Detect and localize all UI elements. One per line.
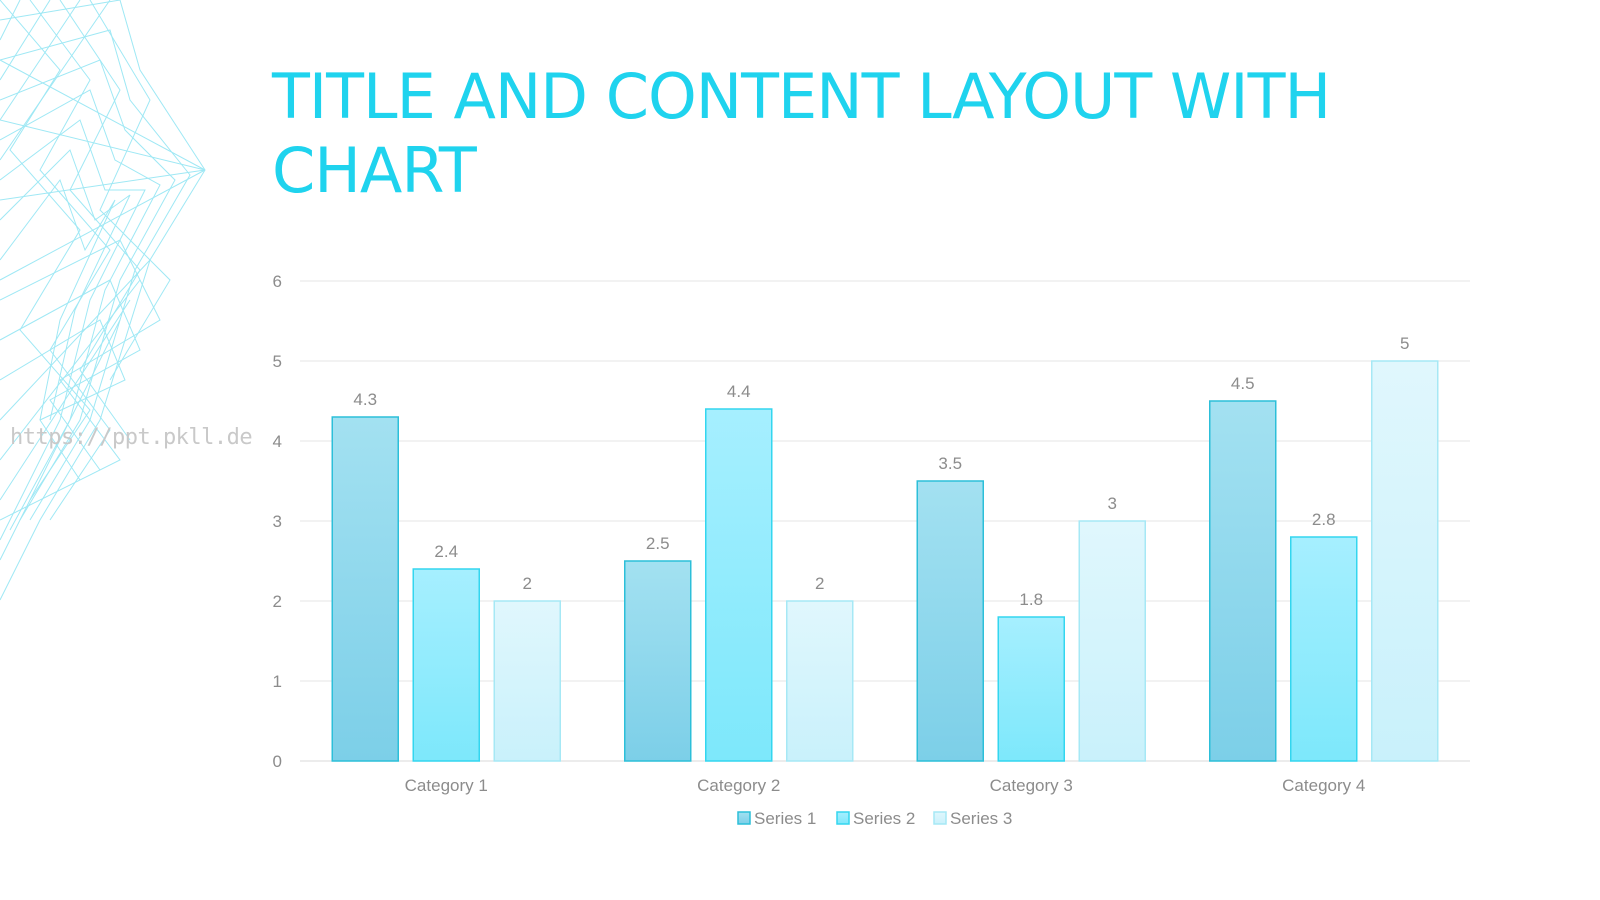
data-label: 3 bbox=[1108, 494, 1117, 513]
legend-swatch bbox=[737, 811, 751, 825]
legend-label: Series 2 bbox=[853, 809, 915, 828]
chart-legend: Series 1 Series 2 Series 3 bbox=[737, 809, 1012, 828]
data-label: 4.3 bbox=[353, 390, 377, 409]
watermark-text: https://ppt.pkll.de bbox=[10, 425, 253, 450]
category-label: Category 1 bbox=[405, 776, 488, 795]
bar bbox=[624, 560, 692, 762]
legend-swatch bbox=[933, 811, 947, 825]
legend-swatch bbox=[836, 811, 850, 825]
legend-label: Series 1 bbox=[754, 809, 816, 828]
y-tick-label: 5 bbox=[273, 352, 282, 371]
data-label: 2.4 bbox=[434, 542, 458, 561]
chart-labels: 0 1 2 3 4 5 6 4.3 2.4 2 Category 1 2.5 4.4 2 Category … bbox=[273, 272, 1410, 795]
data-label: 2.8 bbox=[1312, 510, 1336, 529]
data-label: 2 bbox=[523, 574, 532, 593]
bar bbox=[493, 600, 561, 762]
bar bbox=[331, 416, 399, 762]
data-label: 4.5 bbox=[1231, 374, 1255, 393]
data-label: 5 bbox=[1400, 334, 1409, 353]
bar bbox=[997, 616, 1065, 762]
bar bbox=[1209, 400, 1277, 762]
category-label: Category 4 bbox=[1282, 776, 1365, 795]
category-label: Category 2 bbox=[697, 776, 780, 795]
bar bbox=[705, 408, 773, 762]
legend-label: Series 3 bbox=[950, 809, 1012, 828]
data-label: 4.4 bbox=[727, 382, 751, 401]
y-tick-label: 0 bbox=[273, 752, 282, 771]
y-tick-label: 6 bbox=[273, 272, 282, 291]
data-label: 1.8 bbox=[1019, 590, 1043, 609]
bar bbox=[1078, 520, 1146, 762]
bar bbox=[786, 600, 854, 762]
bar bbox=[412, 568, 480, 762]
bar bbox=[916, 480, 984, 762]
data-label: 3.5 bbox=[938, 454, 962, 473]
chart-bars bbox=[331, 360, 1439, 762]
bar bbox=[1290, 536, 1358, 762]
y-tick-label: 2 bbox=[273, 592, 282, 611]
slide-title: TITLE AND CONTENT LAYOUT WITH CHART bbox=[272, 60, 1331, 207]
wireframe-decoration bbox=[0, 0, 206, 601]
y-tick-label: 1 bbox=[273, 672, 282, 691]
y-tick-label: 4 bbox=[273, 432, 282, 451]
data-label: 2.5 bbox=[646, 534, 670, 553]
data-label: 2 bbox=[815, 574, 824, 593]
category-label: Category 3 bbox=[990, 776, 1073, 795]
y-tick-label: 3 bbox=[273, 512, 282, 531]
bar bbox=[1371, 360, 1439, 762]
